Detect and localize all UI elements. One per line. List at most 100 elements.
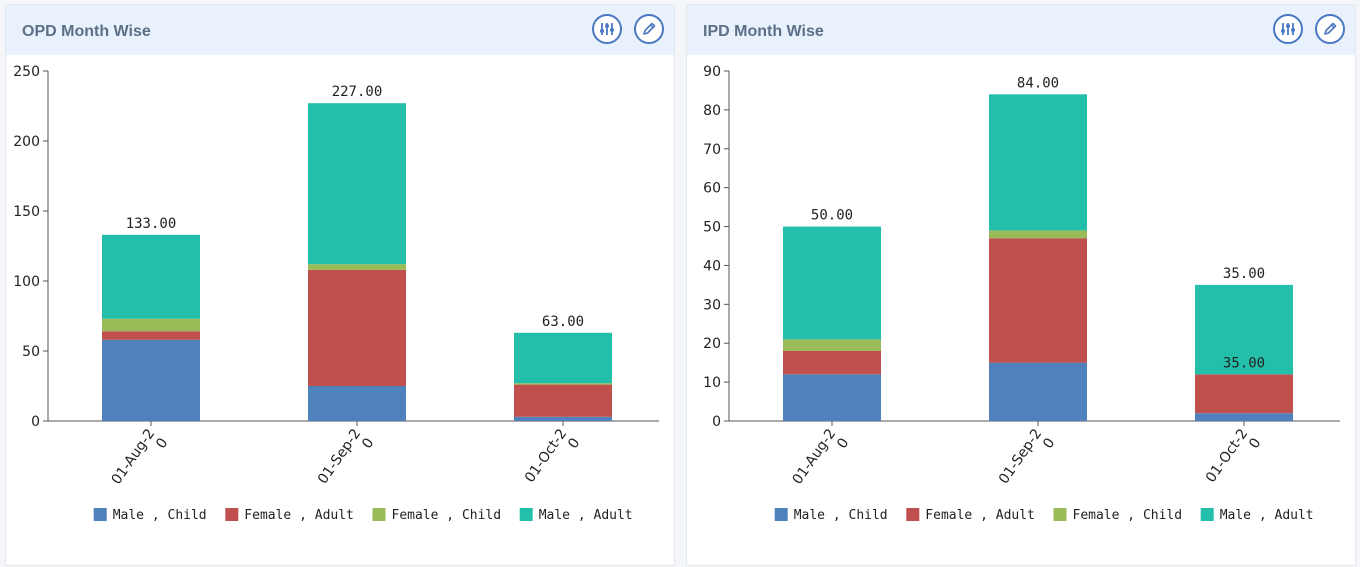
x-tick-label: 01-Sep-20 (315, 426, 377, 487)
legend-label: Male , Child (113, 508, 207, 523)
opd-stacked-bar-chart: 050100150200250133.0001-Aug-20227.0001-S… (13, 64, 659, 523)
bar-total-label: 50.00 (811, 208, 853, 224)
bar-total-label: 227.00 (332, 84, 383, 100)
bar-total-label: 133.00 (126, 216, 177, 232)
bar-segment (989, 230, 1087, 239)
legend-label: Female , Child (1073, 508, 1183, 523)
legend-label: Female , Adult (925, 508, 1035, 523)
legend-item: Male , Child (93, 508, 207, 523)
opd-chart-panel: OPD Month Wise 0 50 100 150 200 250 133.00 01-A… (5, 4, 675, 566)
bar-segment (783, 374, 881, 421)
bar-segment (514, 384, 612, 417)
ipd-panel-header: IPD Month Wise (687, 5, 1355, 55)
x-tick-label-line: 01-Sep-2 (315, 426, 364, 487)
x-tick-label: 01-Oct-20 (1203, 426, 1264, 485)
legend-label: Male , Adult (539, 508, 633, 523)
legend-swatch (906, 508, 920, 521)
legend-swatch (1200, 508, 1214, 521)
x-tick-label-line: 0 (1040, 435, 1058, 451)
legend-swatch (1053, 508, 1067, 521)
bar-segment (783, 226, 881, 340)
x-tick-label: 01-Oct-20 (522, 426, 583, 485)
sliders-icon (600, 23, 614, 35)
y-tick-label: 40 (703, 258, 721, 274)
x-tick-label-line: 0 (153, 435, 171, 451)
x-tick-label-line: 0 (834, 435, 852, 451)
bar-segment (989, 238, 1087, 363)
bar-segment (514, 332, 612, 384)
y-tick-label: 250 (13, 64, 40, 80)
bar-segment (102, 234, 200, 319)
y-tick-label: 60 (703, 181, 721, 197)
legend-swatch (93, 508, 107, 521)
bar-total-label: 35.00 (1223, 266, 1265, 282)
x-tick-label: 01-Aug-20 (109, 426, 172, 487)
legend-item: Male , Adult (519, 508, 633, 523)
y-tick-label: 70 (703, 142, 721, 158)
legend-swatch (519, 508, 533, 521)
bar-segment (1195, 413, 1293, 421)
y-tick-label: 50 (22, 344, 40, 360)
y-tick-label: 100 (13, 274, 40, 290)
chart-legend: Male , Child Female , Adult Female , Child… (774, 508, 1314, 523)
bar-segment (783, 351, 881, 375)
y-tick-label: 10 (703, 375, 721, 391)
y-tick-label: 80 (703, 103, 721, 119)
bar-segment (1195, 374, 1293, 414)
opd-panel-header: OPD Month Wise (6, 5, 674, 55)
pencil-icon (1324, 22, 1337, 35)
legend-item: Female , Child (1053, 508, 1183, 523)
bar-total-label: 84.00 (1017, 75, 1059, 91)
x-tick-label-line: 0 (359, 435, 377, 451)
bar-segment (783, 339, 881, 351)
ipd-edit-button[interactable] (1315, 14, 1345, 44)
x-tick-label-line: 01-Oct-2 (1203, 426, 1251, 485)
x-tick-label-line: 0 (1246, 435, 1264, 451)
legend-item: Male , Child (774, 508, 888, 523)
y-tick-label: 200 (13, 134, 40, 150)
x-tick-label-line: 0 (565, 435, 583, 451)
legend-swatch (774, 508, 788, 521)
legend-label: Male , Child (794, 508, 888, 523)
opd-settings-button[interactable] (592, 14, 622, 44)
y-tick-label: 0 (31, 414, 40, 430)
sliders-icon (1281, 23, 1295, 35)
x-tick-label-line: 01-Sep-2 (996, 426, 1045, 487)
y-tick-label: 30 (703, 297, 721, 313)
legend-label: Male , Adult (1220, 508, 1314, 523)
bar-segment (989, 94, 1087, 231)
ipd-stacked-bar-chart: 010203040506070809050.0001-Aug-2084.0001… (703, 64, 1340, 523)
pencil-icon (643, 22, 656, 35)
ipd-chart-panel: IPD Month Wise 0 10 20 30 40 50 60 70 80 90 50.00 0… (686, 4, 1356, 566)
legend-swatch (372, 508, 386, 521)
bar-segment (1195, 284, 1293, 375)
bar-segment (308, 386, 406, 421)
y-tick-label: 150 (13, 204, 40, 220)
legend-item: Male , Adult (1200, 508, 1314, 523)
ipd-settings-button[interactable] (1273, 14, 1303, 44)
x-tick-label-line: 01-Aug-2 (790, 426, 840, 487)
bar-segment (514, 383, 612, 385)
y-tick-label: 0 (712, 414, 721, 430)
bar-segment (102, 339, 200, 421)
legend-item: Female , Adult (906, 508, 1035, 523)
x-tick-label: 01-Aug-20 (790, 426, 853, 487)
legend-item: Female , Adult (225, 508, 354, 523)
segment-data-label: 35.00 (1223, 355, 1265, 371)
x-tick-label-line: 01-Aug-2 (109, 426, 159, 487)
chart-legend: Male , Child Female , Adult Female , Child… (93, 508, 633, 523)
bar-total-label: 63.00 (542, 314, 584, 330)
legend-label: Female , Child (392, 508, 502, 523)
y-tick-label: 20 (703, 336, 721, 352)
legend-swatch (225, 508, 239, 521)
bar-segment (102, 318, 200, 332)
bar-segment (308, 103, 406, 265)
legend-item: Female , Child (372, 508, 502, 523)
bar-segment (514, 416, 612, 421)
opd-edit-button[interactable] (634, 14, 664, 44)
legend-label: Female , Adult (244, 508, 354, 523)
bar-segment (308, 264, 406, 270)
y-tick-label: 50 (703, 220, 721, 236)
opd-panel-title: OPD Month Wise (22, 23, 151, 40)
ipd-panel-title: IPD Month Wise (703, 23, 824, 40)
